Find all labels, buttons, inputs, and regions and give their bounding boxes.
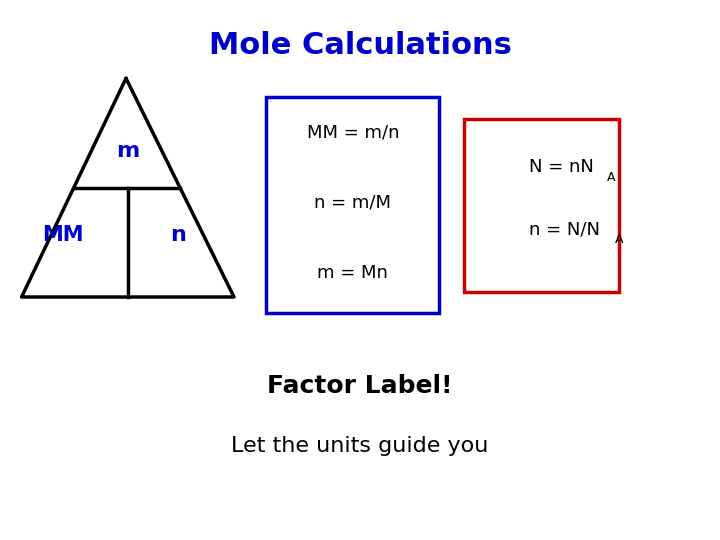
Text: MM = m/n: MM = m/n	[307, 123, 399, 141]
Text: n: n	[171, 225, 186, 245]
Text: MM: MM	[42, 225, 84, 245]
FancyBboxPatch shape	[464, 119, 619, 292]
Text: m: m	[117, 141, 140, 161]
Text: Mole Calculations: Mole Calculations	[209, 31, 511, 60]
Text: Let the units guide you: Let the units guide you	[231, 435, 489, 456]
Text: A: A	[615, 233, 624, 246]
Text: n = m/M: n = m/M	[315, 193, 391, 212]
Text: A: A	[607, 171, 616, 184]
Text: m = Mn: m = Mn	[318, 264, 388, 282]
FancyBboxPatch shape	[266, 97, 439, 313]
Text: Factor Label!: Factor Label!	[267, 374, 453, 398]
Text: N = nN: N = nN	[529, 158, 594, 177]
Text: n = N/N: n = N/N	[529, 220, 600, 239]
